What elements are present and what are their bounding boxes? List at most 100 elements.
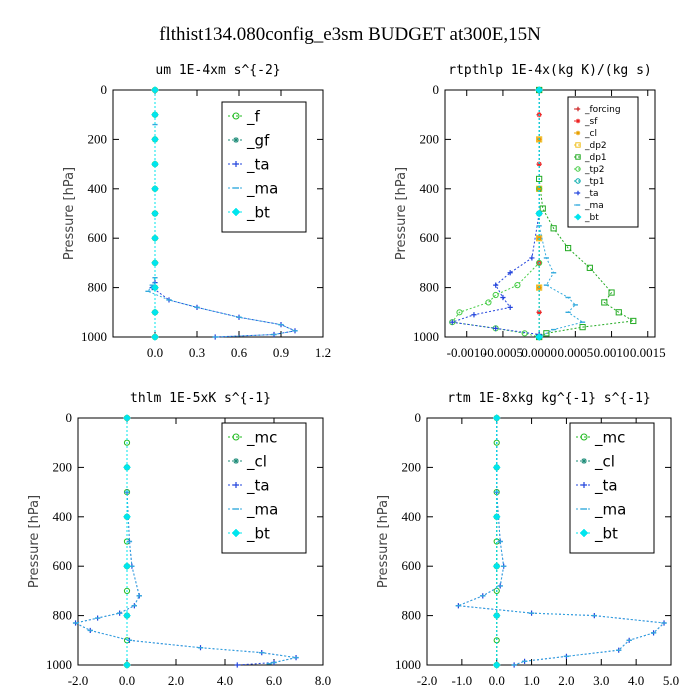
x-tick-label: 2.0 <box>558 673 574 688</box>
y-tick-label: 0 <box>66 410 73 425</box>
data-point <box>151 283 159 292</box>
data-point <box>500 294 506 301</box>
legend-marker <box>575 106 581 112</box>
legend-marker <box>575 190 581 196</box>
legend-label: _dp2 <box>584 141 607 151</box>
series-line-ma <box>147 90 297 338</box>
x-tick-label: 8.0 <box>315 673 331 688</box>
legend-label: _ma <box>594 500 626 519</box>
panel-title: rtm 1E-8xkg kg^{-1} s^{-1} <box>447 391 651 406</box>
x-tick-label: -2.0 <box>68 673 89 688</box>
legend-marker <box>581 482 587 488</box>
panel-title: um 1E-4xm s^{-2} <box>155 63 280 78</box>
legend-marker <box>233 482 239 488</box>
y-tick-label: 200 <box>420 131 440 146</box>
data-point <box>492 661 501 669</box>
data-point <box>151 308 159 317</box>
y-tick-label: 1000 <box>395 657 421 672</box>
legend-marker <box>581 458 587 464</box>
y-axis-label: Pressure [hPa] <box>376 495 391 588</box>
data-point <box>565 244 572 252</box>
legend-label: _sf <box>584 117 598 127</box>
data-point <box>151 258 159 267</box>
data-point <box>493 439 500 446</box>
legend-label: _f <box>246 107 261 126</box>
y-tick-label: 400 <box>402 509 422 524</box>
legend-marker <box>232 112 240 120</box>
data-point <box>507 270 513 276</box>
data-point <box>123 587 131 595</box>
y-tick-label: 0 <box>101 82 108 97</box>
legend-marker <box>575 166 581 172</box>
legend-label: _tp1 <box>584 177 604 187</box>
legend: _forcing _sf _cl _dp2 _dp1 _tp2 _tp1 _ta _ma _bt <box>567 96 639 228</box>
data-point <box>536 175 543 183</box>
data-point <box>492 291 499 299</box>
legend-marker <box>575 178 581 184</box>
legend-label: _ma <box>246 500 278 519</box>
series-line-ma <box>458 418 666 666</box>
data-point <box>492 562 501 571</box>
y-tick-label: 200 <box>53 459 73 474</box>
y-tick-label: 1000 <box>46 657 72 672</box>
data-point <box>536 186 542 192</box>
x-tick-label: 0.9 <box>273 345 289 360</box>
x-tick-label: 0.0010 <box>594 345 630 360</box>
y-tick-label: 0 <box>433 82 440 97</box>
series-group <box>145 86 298 341</box>
y-tick-label: 200 <box>402 459 422 474</box>
data-point <box>493 325 499 331</box>
series-line-dp1 <box>538 90 635 338</box>
legend-label: _cl <box>584 129 597 139</box>
legend-label: _ta <box>246 476 270 495</box>
panel-4: rtm 1E-8xkg kg^{-1} s^{-1} Pressure [hPa]… <box>376 391 679 688</box>
y-axis-label: Pressure [hPa] <box>62 167 77 260</box>
panel-title: rtpthlp 1E-4x(kg K)/(kg s) <box>448 63 652 78</box>
legend-label: _ta <box>594 476 618 495</box>
x-tick-label: -0.0010 <box>447 345 487 360</box>
plot-frame <box>426 417 672 666</box>
data-point <box>630 317 637 325</box>
legend-marker <box>231 207 241 217</box>
legend-marker <box>580 433 588 441</box>
x-tick-label: 1.0 <box>523 673 539 688</box>
plot-frame <box>444 89 656 338</box>
data-point <box>151 86 159 94</box>
legend-label: _tp2 <box>584 165 604 175</box>
y-tick-label: 800 <box>402 608 422 623</box>
legend: _mc _cl _ta _ma _bt <box>569 422 655 554</box>
figure-title: flthist134.080config_e3sm BUDGET at300E,… <box>159 24 541 45</box>
x-tick-label: -2.0 <box>417 673 438 688</box>
x-tick-label: 0.0 <box>119 673 135 688</box>
y-tick-label: 1000 <box>81 329 107 344</box>
data-point <box>456 309 463 316</box>
data-point <box>550 225 557 232</box>
y-tick-label: 600 <box>88 230 108 245</box>
data-point <box>608 289 615 296</box>
legend-marker <box>232 433 240 441</box>
legend-label: _ta <box>246 155 270 174</box>
data-point <box>492 611 501 620</box>
panel-title: thlm 1E-5xK s^{-1} <box>130 391 271 406</box>
x-tick-label: 5.0 <box>663 673 679 688</box>
legend-label: _bt <box>594 524 618 543</box>
data-point <box>123 611 131 620</box>
data-point <box>151 234 159 243</box>
x-tick-label: 6.0 <box>266 673 282 688</box>
data-point <box>449 319 455 325</box>
x-tick-label: 0.0015 <box>630 345 666 360</box>
data-point <box>492 463 501 472</box>
data-point <box>492 512 501 521</box>
data-point <box>471 312 477 318</box>
data-point <box>492 414 501 422</box>
legend-label: _bt <box>246 524 270 543</box>
legend-label: _bt <box>584 213 599 223</box>
data-point <box>536 259 543 266</box>
legend-label: _cl <box>246 452 267 471</box>
data-point <box>151 184 159 193</box>
legend-marker <box>233 137 239 143</box>
x-tick-label: 1.2 <box>315 345 331 360</box>
data-point <box>123 463 131 472</box>
y-tick-label: 400 <box>88 181 108 196</box>
